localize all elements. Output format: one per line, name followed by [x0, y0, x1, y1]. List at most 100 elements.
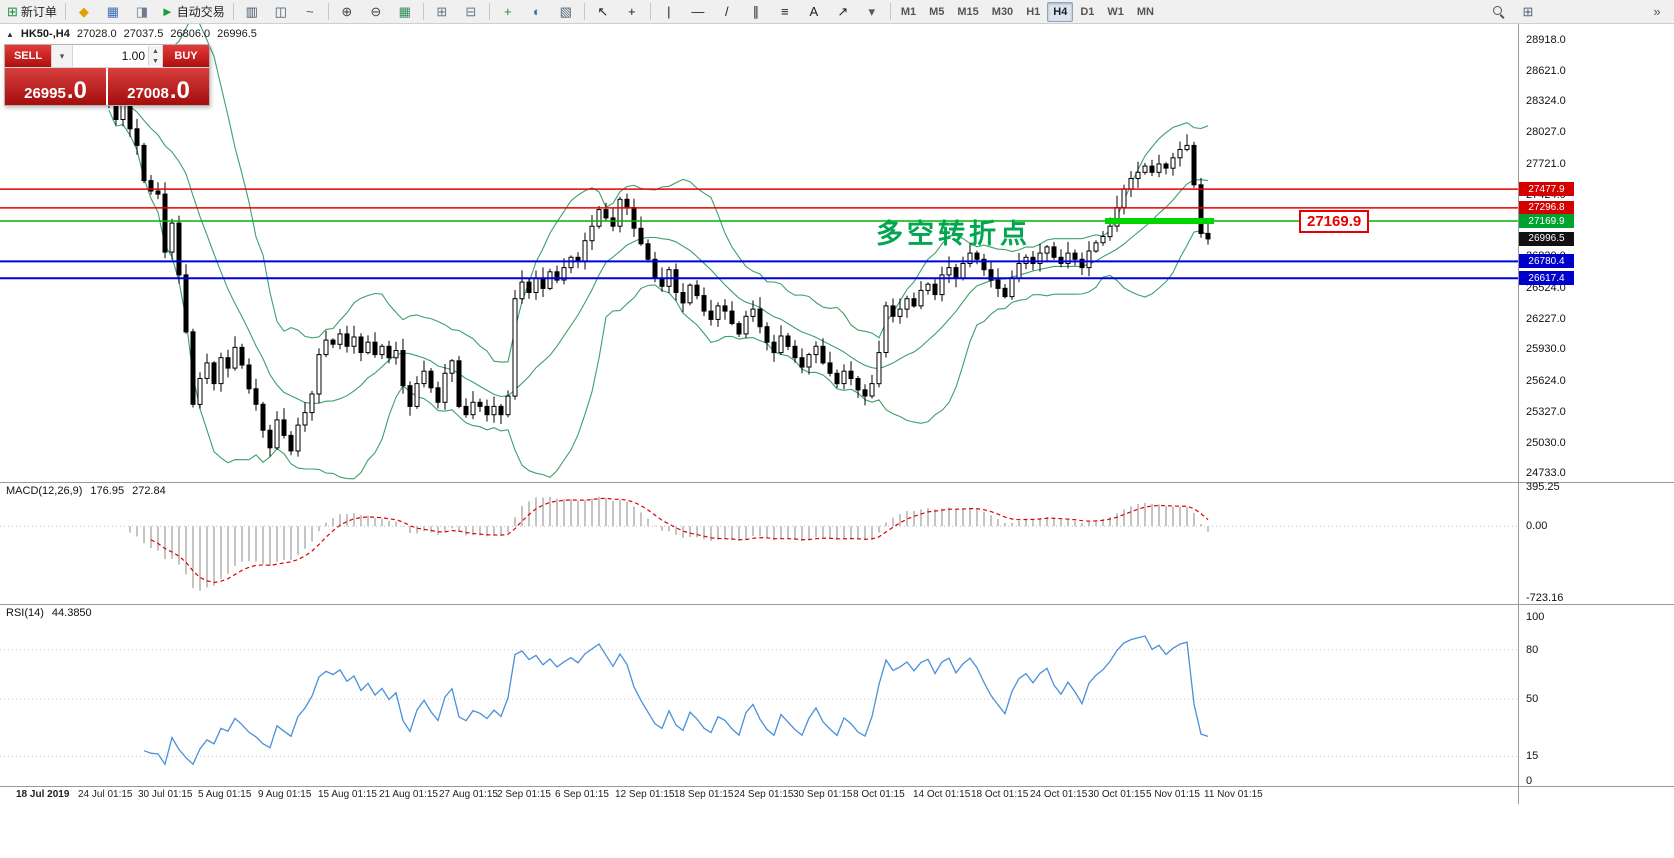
macd-axis-label: -723.16 [1526, 592, 1564, 604]
rsi-axis-label: 100 [1526, 611, 1545, 623]
buy-price[interactable]: 27008.0 [108, 68, 209, 105]
auto-trading-button[interactable]: ► 自动交易 [157, 1, 229, 23]
channel-icon-icon: ∥ [752, 4, 760, 19]
price-badge-26780-4: 26780.4 [1519, 254, 1574, 269]
price-axis-label: 24733.0 [1526, 467, 1566, 480]
crosshair-icon[interactable]: + [618, 1, 646, 23]
line-chart-icon[interactable]: ~ [296, 1, 324, 23]
price-integer-part: 27008 [127, 85, 169, 102]
timeframe-button-m1[interactable]: M1 [900, 5, 917, 18]
horizontal-line-icon[interactable]: — [684, 1, 712, 23]
volume-value: 1.00 [121, 49, 145, 63]
vertical-line-icon[interactable]: | [655, 1, 683, 23]
timeframe-button-w1[interactable]: W1 [1107, 5, 1124, 18]
timeframe-button-d1[interactable]: D1 [1080, 5, 1095, 18]
auto-trading-button-label: 自动交易 [176, 5, 225, 19]
timeframe-button-h1[interactable]: H1 [1026, 5, 1041, 18]
order-type-dropdown[interactable]: ▾ [51, 45, 73, 67]
price-axis-label: 27721.0 [1526, 157, 1566, 170]
price-axis-label: 25624.0 [1526, 375, 1566, 388]
low-value: 26806.0 [170, 28, 211, 40]
new-order-button[interactable]: ⊞ 新订单 [3, 1, 61, 23]
fibonacci-icon[interactable]: ≡ [771, 1, 799, 23]
channel-icon[interactable]: ∥ [742, 1, 770, 23]
time-axis-label: 30 Sep 01:15 [793, 789, 853, 800]
zoom-in-icon-icon: ⊕ [341, 4, 353, 19]
add-indicator-button[interactable]: + [494, 1, 522, 23]
profiles-icon-icon: ▦ [106, 4, 120, 19]
volume-input[interactable]: 1.00 ▲ ▼ [73, 45, 163, 67]
price-badge-27296-8: 27296.8 [1519, 200, 1574, 215]
toolbar-separator [889, 3, 891, 20]
buy-button[interactable]: BUY [163, 45, 209, 67]
price-axis-label: 26227.0 [1526, 312, 1566, 325]
price-axis-label: 25327.0 [1526, 405, 1566, 418]
trendline-icon[interactable]: / [713, 1, 741, 23]
timeframe-button-m30[interactable]: M30 [991, 5, 1014, 18]
time-axis-label: 14 Oct 01:15 [913, 789, 971, 800]
macd-histogram [129, 496, 1209, 591]
cursor-icon-icon: ↖ [597, 4, 609, 19]
price-axis[interactable] [1518, 24, 1674, 804]
time-axis-label: 15 Aug 01:15 [318, 789, 377, 800]
period-icon-icon: ◐ [532, 4, 541, 19]
toolbar-separator [422, 3, 424, 20]
toolbar: ⊞ 新订单 ◆ ▦ ◨ ► 自动交易 ▥ ◫ ~ ⊕ ⊖ ▦ ⊞ ⊟ + ◐ ▧ ↖ + | — / ∥ ≡ A ↗ ▾ M1 M5 M15… [0, 0, 1674, 24]
sell-button[interactable]: SELL [5, 45, 51, 67]
rsi-axis-label: 0 [1526, 775, 1533, 787]
bollinger-bands [108, 14, 1209, 480]
sell-price[interactable]: 26995.0 [5, 68, 106, 105]
volume-stepper: ▲ ▼ [148, 46, 162, 66]
timeframe-button-h4[interactable]: H4 [1047, 1, 1074, 22]
new-window-button[interactable]: ⊞ [1514, 1, 1542, 23]
time-axis[interactable] [0, 787, 1518, 804]
time-axis-label: 18 Oct 01:15 [971, 789, 1029, 800]
arrows-icon[interactable]: ↗ [829, 1, 857, 23]
bar-chart-icon[interactable]: ▥ [238, 1, 266, 23]
text-icon[interactable]: A [800, 1, 828, 23]
horizontal-level-lines [0, 188, 1518, 280]
chart-properties-icon[interactable]: ▧ [552, 1, 580, 23]
macd-label: MACD(12,26,9) 176.95 272.84 [6, 485, 166, 497]
data-window-icon[interactable]: ◨ [128, 1, 156, 23]
volume-down-button[interactable]: ▼ [149, 56, 162, 66]
timeframe-button-m5[interactable]: M5 [929, 5, 945, 18]
arrows-icon-icon: ↗ [837, 4, 849, 19]
timeframe-button-mn[interactable]: MN [1136, 5, 1154, 18]
candlestick-icon[interactable]: ◫ [267, 1, 295, 23]
indicators-icon[interactable]: ▦ [391, 1, 419, 23]
zoom-in-icon[interactable]: ⊕ [333, 1, 361, 23]
toolbar-overflow-button[interactable]: » [1643, 1, 1671, 23]
cascade-windows-icon[interactable]: ⊟ [457, 1, 485, 23]
rsi-line [143, 635, 1209, 766]
price-integer-part: 26995 [24, 85, 66, 102]
period-icon[interactable]: ◐ [523, 1, 551, 23]
open-value: 27028.0 [76, 28, 117, 40]
volume-up-button[interactable]: ▲ [149, 46, 162, 56]
tile-windows-icon[interactable]: ⊞ [428, 1, 456, 23]
time-axis-label: 6 Sep 01:15 [555, 789, 609, 800]
trendline-icon-icon: / [725, 4, 729, 19]
price-level-flag: 27169.9 [1299, 210, 1370, 234]
price-axis-label: 28918.0 [1526, 33, 1566, 46]
cursor-icon[interactable]: ↖ [589, 1, 617, 23]
one-click-trading-panel: SELL ▾ 1.00 ▲ ▼ BUY 26995.0 27008.0 [4, 44, 210, 106]
new-order-icon: ⊞ [7, 4, 18, 19]
favorites-icon[interactable]: ◆ [70, 1, 98, 23]
cascade-windows-icon-icon: ⊟ [465, 4, 477, 19]
search-button[interactable] [1484, 1, 1512, 23]
drawing-dropdown-icon[interactable]: ▾ [858, 1, 886, 23]
price-badge-27169-9: 27169.9 [1519, 214, 1574, 229]
time-axis-label: 11 Nov 01:15 [1204, 789, 1263, 800]
collapse-trade-panel-button[interactable]: ▲ [6, 29, 14, 39]
timeframe-button-m15[interactable]: M15 [957, 5, 979, 18]
macd-axis-label: 395.25 [1526, 481, 1560, 493]
time-axis-label: 18 Sep 01:15 [674, 789, 734, 800]
zoom-out-icon[interactable]: ⊖ [362, 1, 390, 23]
price-big-digits: .0 [169, 77, 190, 105]
price-axis-label: 28621.0 [1526, 64, 1566, 77]
profiles-icon[interactable]: ▦ [99, 1, 127, 23]
time-axis-label: 5 Aug 01:15 [198, 789, 252, 800]
price-axis-label: 25930.0 [1526, 343, 1566, 356]
